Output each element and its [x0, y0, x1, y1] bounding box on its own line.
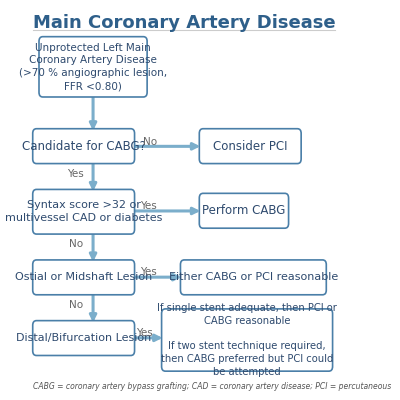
FancyBboxPatch shape: [199, 193, 288, 228]
Text: Distal/Bifurcation Lesion: Distal/Bifurcation Lesion: [16, 333, 151, 343]
FancyBboxPatch shape: [33, 129, 134, 164]
Text: Candidate for CABG?: Candidate for CABG?: [22, 140, 146, 153]
Text: Unprotected Left Main
Coronary Artery Disease
(>70 % angiographic lesion,
FFR <0: Unprotected Left Main Coronary Artery Di…: [19, 43, 167, 91]
Text: Consider PCI: Consider PCI: [213, 140, 288, 153]
FancyBboxPatch shape: [180, 260, 326, 295]
FancyBboxPatch shape: [33, 321, 134, 356]
Text: No: No: [69, 239, 83, 249]
FancyBboxPatch shape: [33, 190, 134, 234]
Text: Yes: Yes: [68, 169, 84, 179]
Text: No: No: [69, 300, 83, 310]
Text: CABG = coronary artery bypass grafting; CAD = coronary artery disease; PCI = per: CABG = coronary artery bypass grafting; …: [33, 382, 392, 391]
Text: If single stent adequate, then PCI or
CABG reasonable

If two stent technique re: If single stent adequate, then PCI or CA…: [157, 303, 337, 377]
Text: No: No: [142, 137, 157, 147]
Text: Either CABG or PCI reasonable: Either CABG or PCI reasonable: [169, 272, 338, 282]
FancyBboxPatch shape: [39, 37, 147, 97]
FancyBboxPatch shape: [162, 309, 332, 371]
Text: Yes: Yes: [140, 268, 156, 278]
Text: Ostial or Midshaft Lesion: Ostial or Midshaft Lesion: [15, 272, 152, 282]
FancyBboxPatch shape: [199, 129, 301, 164]
Text: Yes: Yes: [136, 328, 153, 338]
Text: Syntax score >32 or
multivessel CAD or diabetes: Syntax score >32 or multivessel CAD or d…: [5, 200, 162, 223]
Text: Main Coronary Artery Disease: Main Coronary Artery Disease: [33, 14, 336, 32]
FancyBboxPatch shape: [33, 260, 134, 295]
Text: Perform CABG: Perform CABG: [202, 204, 286, 217]
Text: Yes: Yes: [140, 201, 156, 211]
